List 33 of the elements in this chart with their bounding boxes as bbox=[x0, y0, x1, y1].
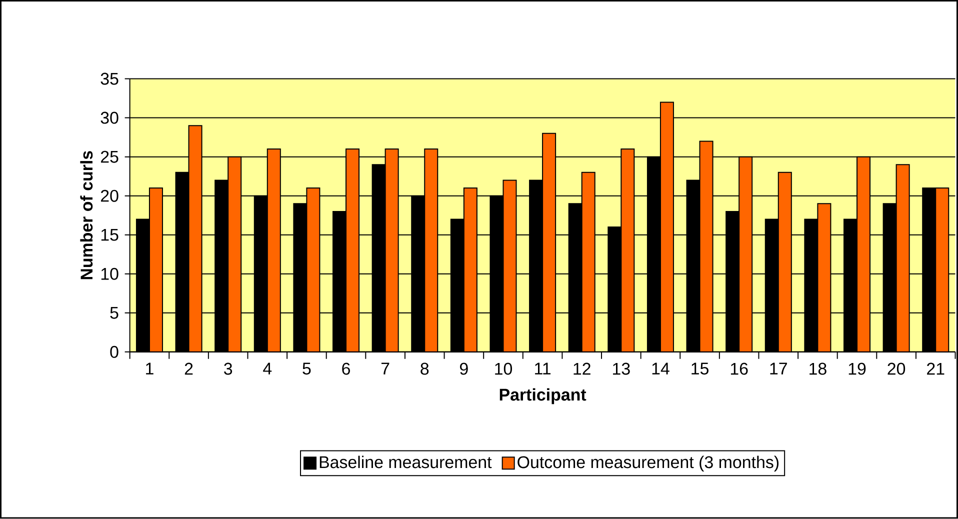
y-tick-label: 20 bbox=[100, 190, 118, 202]
x-tick-label: 12 bbox=[574, 362, 590, 375]
x-tick-label: 3 bbox=[224, 362, 232, 375]
y-tick-label: 35 bbox=[100, 72, 118, 85]
x-tick-label: 18 bbox=[810, 362, 826, 375]
x-tick-label: 6 bbox=[342, 362, 350, 375]
legend-label: Baseline measurement bbox=[320, 456, 492, 468]
y-tick-label: 0 bbox=[110, 346, 118, 358]
x-tick-label: 11 bbox=[535, 362, 551, 375]
x-tick-label: 15 bbox=[692, 362, 708, 375]
x-tick-label: 4 bbox=[263, 362, 272, 375]
y-tick-label: 5 bbox=[110, 307, 118, 319]
x-tick-label: 17 bbox=[770, 362, 787, 375]
x-tick-label: 16 bbox=[730, 362, 748, 375]
y-tick-label: 30 bbox=[100, 112, 118, 124]
x-tick-label: 19 bbox=[848, 362, 866, 375]
x-tick-label: 13 bbox=[613, 362, 630, 375]
y-axis-title: Number of curls bbox=[80, 151, 93, 280]
x-tick-label: 1 bbox=[146, 362, 154, 375]
y-tick-label: 25 bbox=[100, 150, 118, 163]
legend-label: Outcome measurement (3 months) bbox=[518, 456, 778, 472]
x-axis-title: Participant bbox=[500, 388, 586, 404]
x-tick-label: 21 bbox=[927, 362, 944, 375]
x-tick-label: 7 bbox=[381, 362, 390, 375]
x-tick-label: 2 bbox=[184, 362, 193, 375]
x-tick-label: 20 bbox=[888, 362, 906, 375]
x-tick-label: 10 bbox=[495, 362, 512, 375]
x-tick-label: 14 bbox=[652, 362, 670, 375]
x-tick-label: 5 bbox=[302, 362, 311, 375]
x-tick-label: 9 bbox=[460, 362, 468, 375]
x-tick-label: 8 bbox=[420, 362, 429, 375]
y-tick-label: 10 bbox=[101, 268, 118, 280]
y-tick-label: 15 bbox=[101, 229, 118, 241]
